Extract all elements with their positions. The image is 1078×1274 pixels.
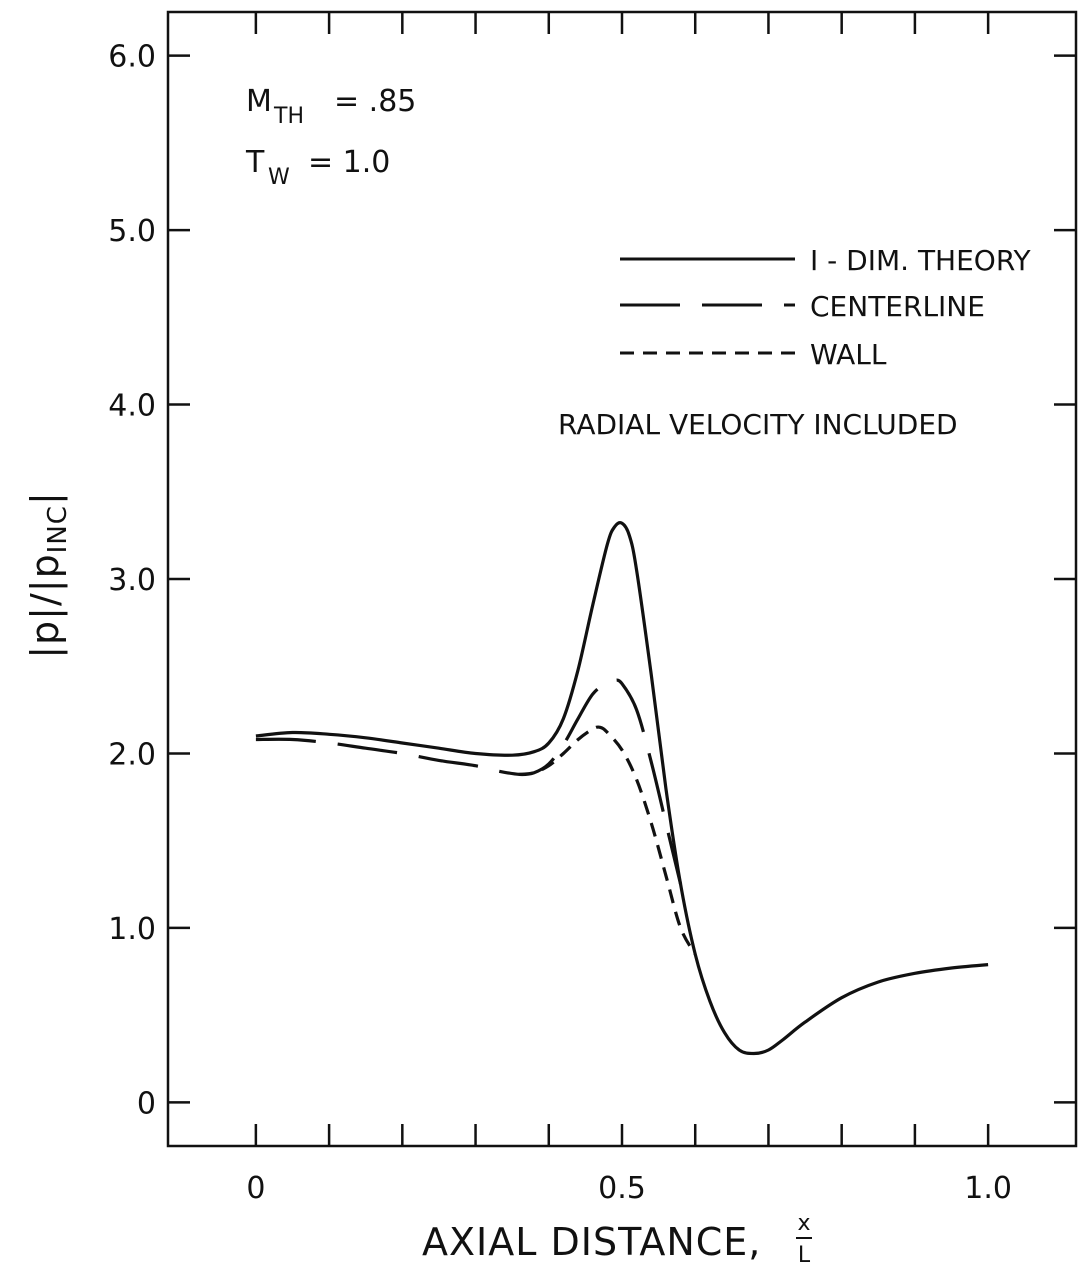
plot-frame — [166, 10, 1078, 1148]
x-tick-label-2: 1.0 — [964, 1171, 1012, 1206]
mach-sub-text: TH — [273, 104, 304, 129]
series-layer — [255, 521, 989, 1056]
series-line-short-dash — [519, 725, 697, 955]
temp-value-text: = 1.0 — [308, 145, 390, 180]
x-axis-fraction-numerator: x — [797, 1211, 810, 1236]
legend-label-theory: I - DIM. THEORY — [810, 244, 1031, 277]
y-axis-label-end: | — [23, 491, 68, 505]
y-tick-label-6: 6.0 — [108, 40, 156, 75]
y-tick-label-3: 3.0 — [108, 563, 156, 598]
radial-velocity-note: RADIAL VELOCITY INCLUDED — [558, 408, 958, 441]
x-axis-label: AXIAL DISTANCE, — [422, 1220, 761, 1264]
y-axis-label: |p|/|pINC| — [23, 491, 73, 659]
temperature-annotation: T W = 1.0 — [245, 145, 390, 190]
x-tick-label-0: 0 — [246, 1171, 265, 1206]
y-axis-title: |p|/|pINC| — [23, 491, 73, 659]
x-tick-label-1: 0.5 — [598, 1171, 646, 1206]
y-axis-label-sub: INC — [43, 505, 73, 553]
y-tick-label-5: 5.0 — [108, 214, 156, 249]
x-axis-fraction-denominator: L — [798, 1243, 811, 1268]
legend-label-centerline: CENTERLINE — [810, 290, 985, 323]
series-line-long-dash — [255, 678, 683, 885]
temp-main-text: T — [245, 145, 265, 180]
y-axis-label-main: |p|/|p — [23, 553, 68, 658]
mach-value-text: = .85 — [334, 84, 416, 119]
series-line-solid — [255, 521, 989, 1056]
axis-tick-labels: 0 0.5 1.0 0 1.0 2.0 3.0 4.0 5.0 6.0 — [108, 40, 1012, 1206]
x-axis-title: AXIAL DISTANCE, x L — [422, 1211, 812, 1268]
legend: I - DIM. THEORY CENTERLINE WALL — [620, 244, 1031, 371]
y-tick-label-4: 4.0 — [108, 389, 156, 424]
mach-main-text: M — [246, 84, 272, 119]
y-tick-label-0: 0 — [137, 1086, 156, 1121]
y-tick-label-2: 2.0 — [108, 737, 156, 772]
legend-label-wall: WALL — [810, 338, 887, 371]
y-tick-label-1: 1.0 — [108, 912, 156, 947]
temp-sub-text: W — [268, 165, 290, 190]
axis-ticks — [168, 12, 1076, 1146]
mach-annotation: M TH = .85 — [246, 84, 416, 129]
